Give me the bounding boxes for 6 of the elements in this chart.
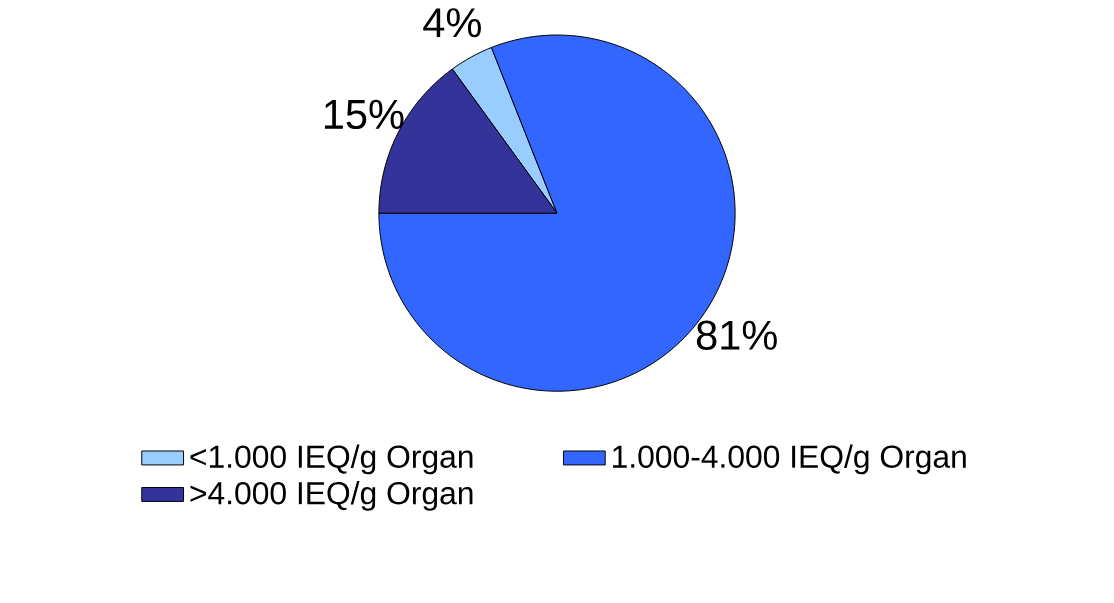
legend-label: >4.000 IEQ/g Organ: [190, 481, 473, 511]
data-label: 15%: [324, 99, 404, 130]
data-label: 4%: [423, 8, 481, 38]
data-label: 81%: [696, 320, 777, 350]
legend-label: 1.000-4.000 IEQ/g Organ: [613, 444, 966, 475]
legend-label: <1.000 IEQ/g Organ: [190, 444, 473, 475]
